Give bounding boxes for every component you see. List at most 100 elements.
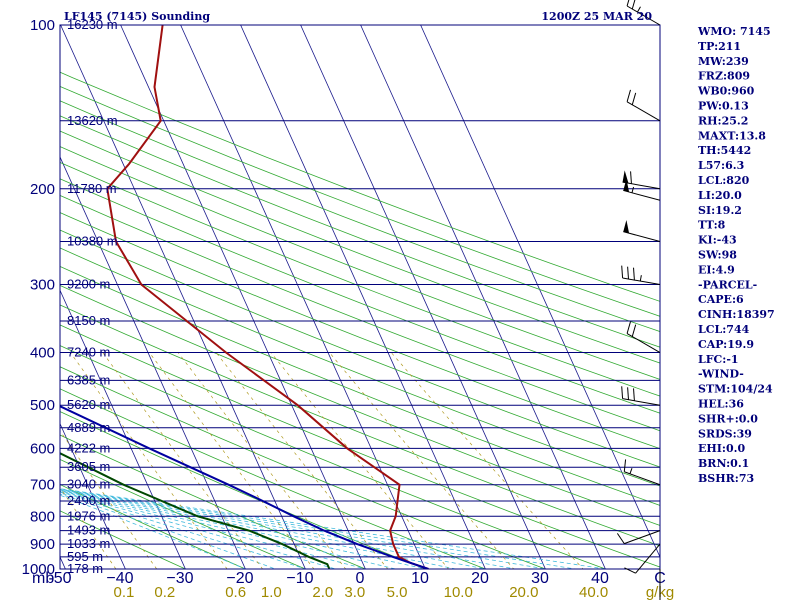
height-label: 178 m <box>67 561 103 576</box>
wind-barb <box>626 89 661 122</box>
pressure-tick-label: 1000 <box>22 561 55 578</box>
chart-title: LF145 (7145) Sounding <box>64 10 210 23</box>
dry-adiabat-line <box>60 71 660 302</box>
mixing-ratio-tick-label: 0.1 <box>113 584 134 600</box>
dry-adiabat-line <box>60 195 660 432</box>
wind-barb <box>624 543 661 574</box>
dry-adiabat-line <box>60 411 427 569</box>
profile-series <box>60 25 429 569</box>
pressure-tick-label: 900 <box>30 536 55 553</box>
wind-barb <box>626 321 661 353</box>
height-label: 11780 m <box>67 181 117 196</box>
dry-adiabat-line <box>60 388 487 569</box>
dry-adiabat-line <box>60 100 660 332</box>
index-line: CINH:18397 <box>698 308 775 321</box>
mixing-ratio-tick-label: 0.6 <box>225 584 246 600</box>
pressure-tick-label: 600 <box>30 440 55 457</box>
index-line: FRZ:809 <box>698 70 750 83</box>
dry-adiabat-line <box>60 458 307 569</box>
dry-adiabat-line <box>60 366 547 569</box>
isotherm-line <box>420 25 660 558</box>
height-label: 1976 m <box>67 508 110 523</box>
mixing-ratio-tick-label: 40.0 <box>579 584 608 600</box>
height-label: 2490 m <box>67 493 110 508</box>
series-line-parcel-path <box>60 405 429 569</box>
wind-barb <box>621 265 661 286</box>
series-line-temperature <box>106 25 429 569</box>
mixing-ratio-line <box>60 486 117 569</box>
index-line: TH:5442 <box>698 144 751 157</box>
height-label: 1033 m <box>67 536 110 551</box>
index-line: -PARCEL- <box>698 278 757 291</box>
index-line: KI:-43 <box>698 234 737 247</box>
chart-valid-time: 1200Z 25 MAR 20 <box>541 10 652 23</box>
dry-adiabat-line <box>60 285 660 526</box>
height-label: 4889 m <box>67 420 110 435</box>
temperature-tick-label: 20 <box>471 570 489 587</box>
dry-adiabat-line <box>60 212 660 450</box>
dry-adiabat-line <box>60 345 607 569</box>
mixing-ratio-tick-label: 5.0 <box>387 584 408 600</box>
isotherm-line <box>300 25 546 569</box>
pressure-tick-label: 200 <box>30 181 55 198</box>
temperature-tick-label: −40 <box>106 570 133 587</box>
index-line: HEL:36 <box>698 398 744 411</box>
mixing-ratio-tick-label: 1.0 <box>261 584 282 600</box>
dry-adiabat-line <box>60 162 660 397</box>
height-label: 16230 m <box>67 17 118 32</box>
height-label: 595 m <box>67 549 103 564</box>
isotherm-line <box>0 25 11 581</box>
isotherm-line <box>60 422 126 569</box>
index-line: L57:6.3 <box>698 159 744 172</box>
pressure-tick-label: 500 <box>30 397 55 414</box>
pressure-tick-label: 400 <box>30 345 55 362</box>
index-line: TP:211 <box>698 40 741 53</box>
dry-adiabat-line <box>60 178 660 414</box>
index-line: LI:20.0 <box>698 189 742 202</box>
isotherm-line <box>360 25 606 569</box>
index-line: CAP:19.9 <box>698 338 754 351</box>
mixing-ratio-line <box>215 352 389 569</box>
dry-adiabat-line <box>60 130 660 364</box>
height-label: 7240 m <box>67 345 110 360</box>
temperature-tick-label: −30 <box>166 570 193 587</box>
index-line: SHR+:0.0 <box>698 412 758 425</box>
height-label: 13620 m <box>67 113 118 128</box>
dry-adiabat-line <box>60 510 187 569</box>
pressure-unit-label: mb <box>32 570 54 587</box>
background-lines <box>0 25 660 581</box>
isotherm-line <box>180 25 426 569</box>
mixing-ratio-line <box>329 352 515 569</box>
pressure-tick-label: 700 <box>30 477 55 494</box>
pressure-tick-label: 100 <box>30 17 55 34</box>
dry-adiabat-line <box>60 265 660 506</box>
index-line: WMO: 7145 <box>697 25 771 38</box>
dry-adiabat-line <box>60 324 660 568</box>
dry-adiabat-line <box>60 115 660 348</box>
index-line: EHI:0.0 <box>698 442 745 455</box>
wind-barb <box>623 459 661 486</box>
height-label: 3605 m <box>67 459 110 474</box>
wind-barb <box>621 386 661 406</box>
wind-barbs <box>616 0 661 600</box>
index-line: -WIND- <box>698 368 744 381</box>
mixing-ratio-line <box>270 352 449 569</box>
mixing-ratio-line <box>60 430 158 569</box>
isotherm-line <box>60 156 246 569</box>
height-label: 1493 m <box>67 523 110 538</box>
index-line: BRN:0.1 <box>698 457 749 470</box>
index-line: SI:19.2 <box>698 204 742 217</box>
temperature-tick-label: 30 <box>531 570 549 587</box>
index-line: PW:0.13 <box>698 100 749 113</box>
dry-adiabat-line <box>60 304 660 547</box>
mixing-ratio-tick-label: 10.0 <box>444 584 473 600</box>
wind-barb <box>622 170 661 190</box>
dry-adiabat-line <box>60 85 660 317</box>
temperature-tick-label: -50 <box>48 570 71 587</box>
dry-adiabat-line <box>60 434 367 569</box>
height-label: 8150 m <box>67 313 110 328</box>
index-line: WB0:960 <box>697 85 755 98</box>
temperature-tick-label: −10 <box>286 570 313 587</box>
index-line: TT:8 <box>698 219 726 232</box>
